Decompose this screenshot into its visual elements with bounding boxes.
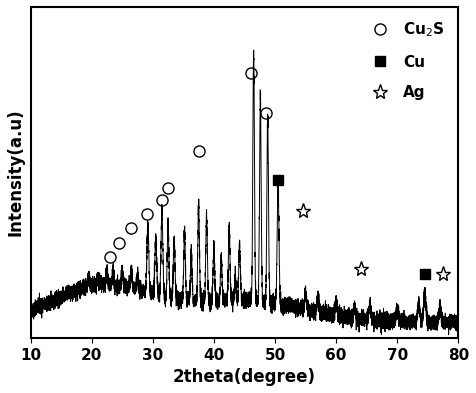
X-axis label: 2theta(degree): 2theta(degree): [173, 368, 316, 386]
Legend: Cu$_2$S, Cu, Ag: Cu$_2$S, Cu, Ag: [359, 15, 451, 106]
Y-axis label: Intensity(a.u): Intensity(a.u): [7, 108, 25, 236]
